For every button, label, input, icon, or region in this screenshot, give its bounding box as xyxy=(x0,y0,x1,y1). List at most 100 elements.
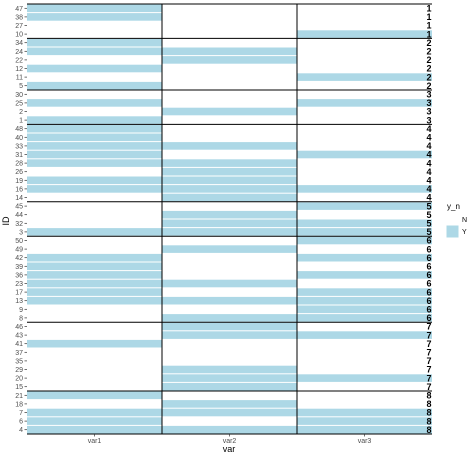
heatmap-cell xyxy=(162,159,297,167)
y-tick-label: 24 xyxy=(15,49,23,56)
legend-swatch xyxy=(446,225,459,238)
heatmap-cell xyxy=(297,400,432,408)
heatmap-cell xyxy=(297,193,432,202)
y-tick-label: 2 xyxy=(19,109,23,116)
y-tick-label: 33 xyxy=(15,143,23,150)
heatmap-cell xyxy=(297,116,432,124)
y-tick-label: 47 xyxy=(15,6,23,13)
y-tick-label: 44 xyxy=(15,212,23,219)
heatmap-cell xyxy=(162,4,297,13)
heatmap-cell xyxy=(162,296,297,305)
heatmap-cell xyxy=(162,314,297,322)
heatmap-cell xyxy=(27,357,162,365)
group-label: 6 xyxy=(426,279,431,289)
group-label: 7 xyxy=(426,330,431,340)
y-tick-labels: 4738271034242212115302521484033312826191… xyxy=(15,6,27,434)
heatmap-cell xyxy=(162,107,297,116)
group-labels: 1111222222333344444444455556666666666777… xyxy=(426,4,431,435)
y-tick-label: 46 xyxy=(15,324,23,331)
heatmap-cell xyxy=(162,279,297,288)
legend-label: Y xyxy=(462,229,467,236)
group-label: 3 xyxy=(426,90,431,100)
heatmap-cell xyxy=(297,47,432,56)
group-label: 1 xyxy=(426,4,431,14)
y-tick-label: 38 xyxy=(15,14,23,21)
group-label: 8 xyxy=(426,408,431,418)
heatmap-cell xyxy=(297,288,432,296)
heatmap-cell xyxy=(162,193,297,202)
group-label: 6 xyxy=(426,305,431,315)
group-label: 6 xyxy=(426,296,431,306)
group-label: 2 xyxy=(426,64,431,74)
heatmap-cell xyxy=(27,30,162,38)
heatmap-cell xyxy=(162,47,297,56)
x-tick-label: var2 xyxy=(223,438,237,445)
heatmap-cell xyxy=(27,365,162,374)
heatmap-cell xyxy=(27,408,162,417)
legend-label: N xyxy=(462,217,467,224)
heatmap-cell xyxy=(162,81,297,90)
heatmap-cell xyxy=(27,81,162,90)
heatmap-cell xyxy=(27,339,162,348)
heatmap-cell xyxy=(162,21,297,30)
heatmap-cell xyxy=(297,99,432,107)
x-tick-labels: var1 var2 var3 xyxy=(88,434,371,445)
group-label: 4 xyxy=(426,193,431,203)
y-tick-label: 50 xyxy=(15,238,23,245)
heatmap-cell xyxy=(27,271,162,279)
heatmap-cell xyxy=(297,167,432,176)
heatmap-cell xyxy=(162,305,297,314)
y-tick-label: 8 xyxy=(19,315,23,322)
heatmap-cell xyxy=(27,4,162,13)
group-label: 2 xyxy=(426,47,431,57)
y-tick-label: 31 xyxy=(15,152,23,159)
heatmap-cell xyxy=(297,331,432,339)
group-label: 7 xyxy=(426,348,431,358)
group-label: 5 xyxy=(426,210,431,220)
heatmap-cell xyxy=(162,167,297,176)
y-tick-label: 9 xyxy=(19,307,23,314)
group-label: 7 xyxy=(426,373,431,383)
y-axis-title: ID xyxy=(1,216,11,226)
heatmap-cell xyxy=(162,176,297,185)
heatmap-cell xyxy=(162,253,297,262)
heatmap-cell xyxy=(297,56,432,64)
heatmap-cell xyxy=(297,202,432,210)
heatmap-cell xyxy=(27,13,162,21)
heatmap-cell xyxy=(27,210,162,219)
heatmap-cell xyxy=(297,305,432,314)
heatmap-cell xyxy=(162,236,297,245)
heatmap-cell xyxy=(297,142,432,150)
heatmap-cell xyxy=(162,202,297,210)
heatmap-cell xyxy=(27,348,162,357)
heatmap-cell xyxy=(27,236,162,245)
y-tick-label: 11 xyxy=(16,75,23,82)
heatmap-cell xyxy=(162,417,297,425)
group-label: 8 xyxy=(426,391,431,401)
heatmap-cell xyxy=(162,90,297,99)
group-label: 4 xyxy=(426,124,431,134)
heatmap-cell xyxy=(162,271,297,279)
heatmap-cell xyxy=(297,408,432,417)
heatmap-cell xyxy=(297,322,432,331)
group-label: 7 xyxy=(426,339,431,349)
heatmap-cell xyxy=(162,185,297,193)
heatmap-cell xyxy=(297,357,432,365)
group-label: 4 xyxy=(426,158,431,168)
heatmap-cell xyxy=(27,262,162,271)
heatmap-cells xyxy=(27,4,432,434)
group-label: 3 xyxy=(426,107,431,117)
heatmap-cell xyxy=(162,56,297,64)
heatmap-cell xyxy=(162,13,297,21)
group-label: 4 xyxy=(426,141,431,151)
heatmap-cell xyxy=(27,21,162,30)
heatmap-cell xyxy=(162,400,297,408)
group-label: 2 xyxy=(426,55,431,65)
group-label: 6 xyxy=(426,262,431,272)
heatmap-cell xyxy=(27,176,162,185)
y-tick-label: 17 xyxy=(15,290,23,297)
heatmap-cell xyxy=(297,296,432,305)
heatmap-cell xyxy=(162,357,297,365)
heatmap-cell xyxy=(297,271,432,279)
heatmap-cell xyxy=(162,133,297,142)
